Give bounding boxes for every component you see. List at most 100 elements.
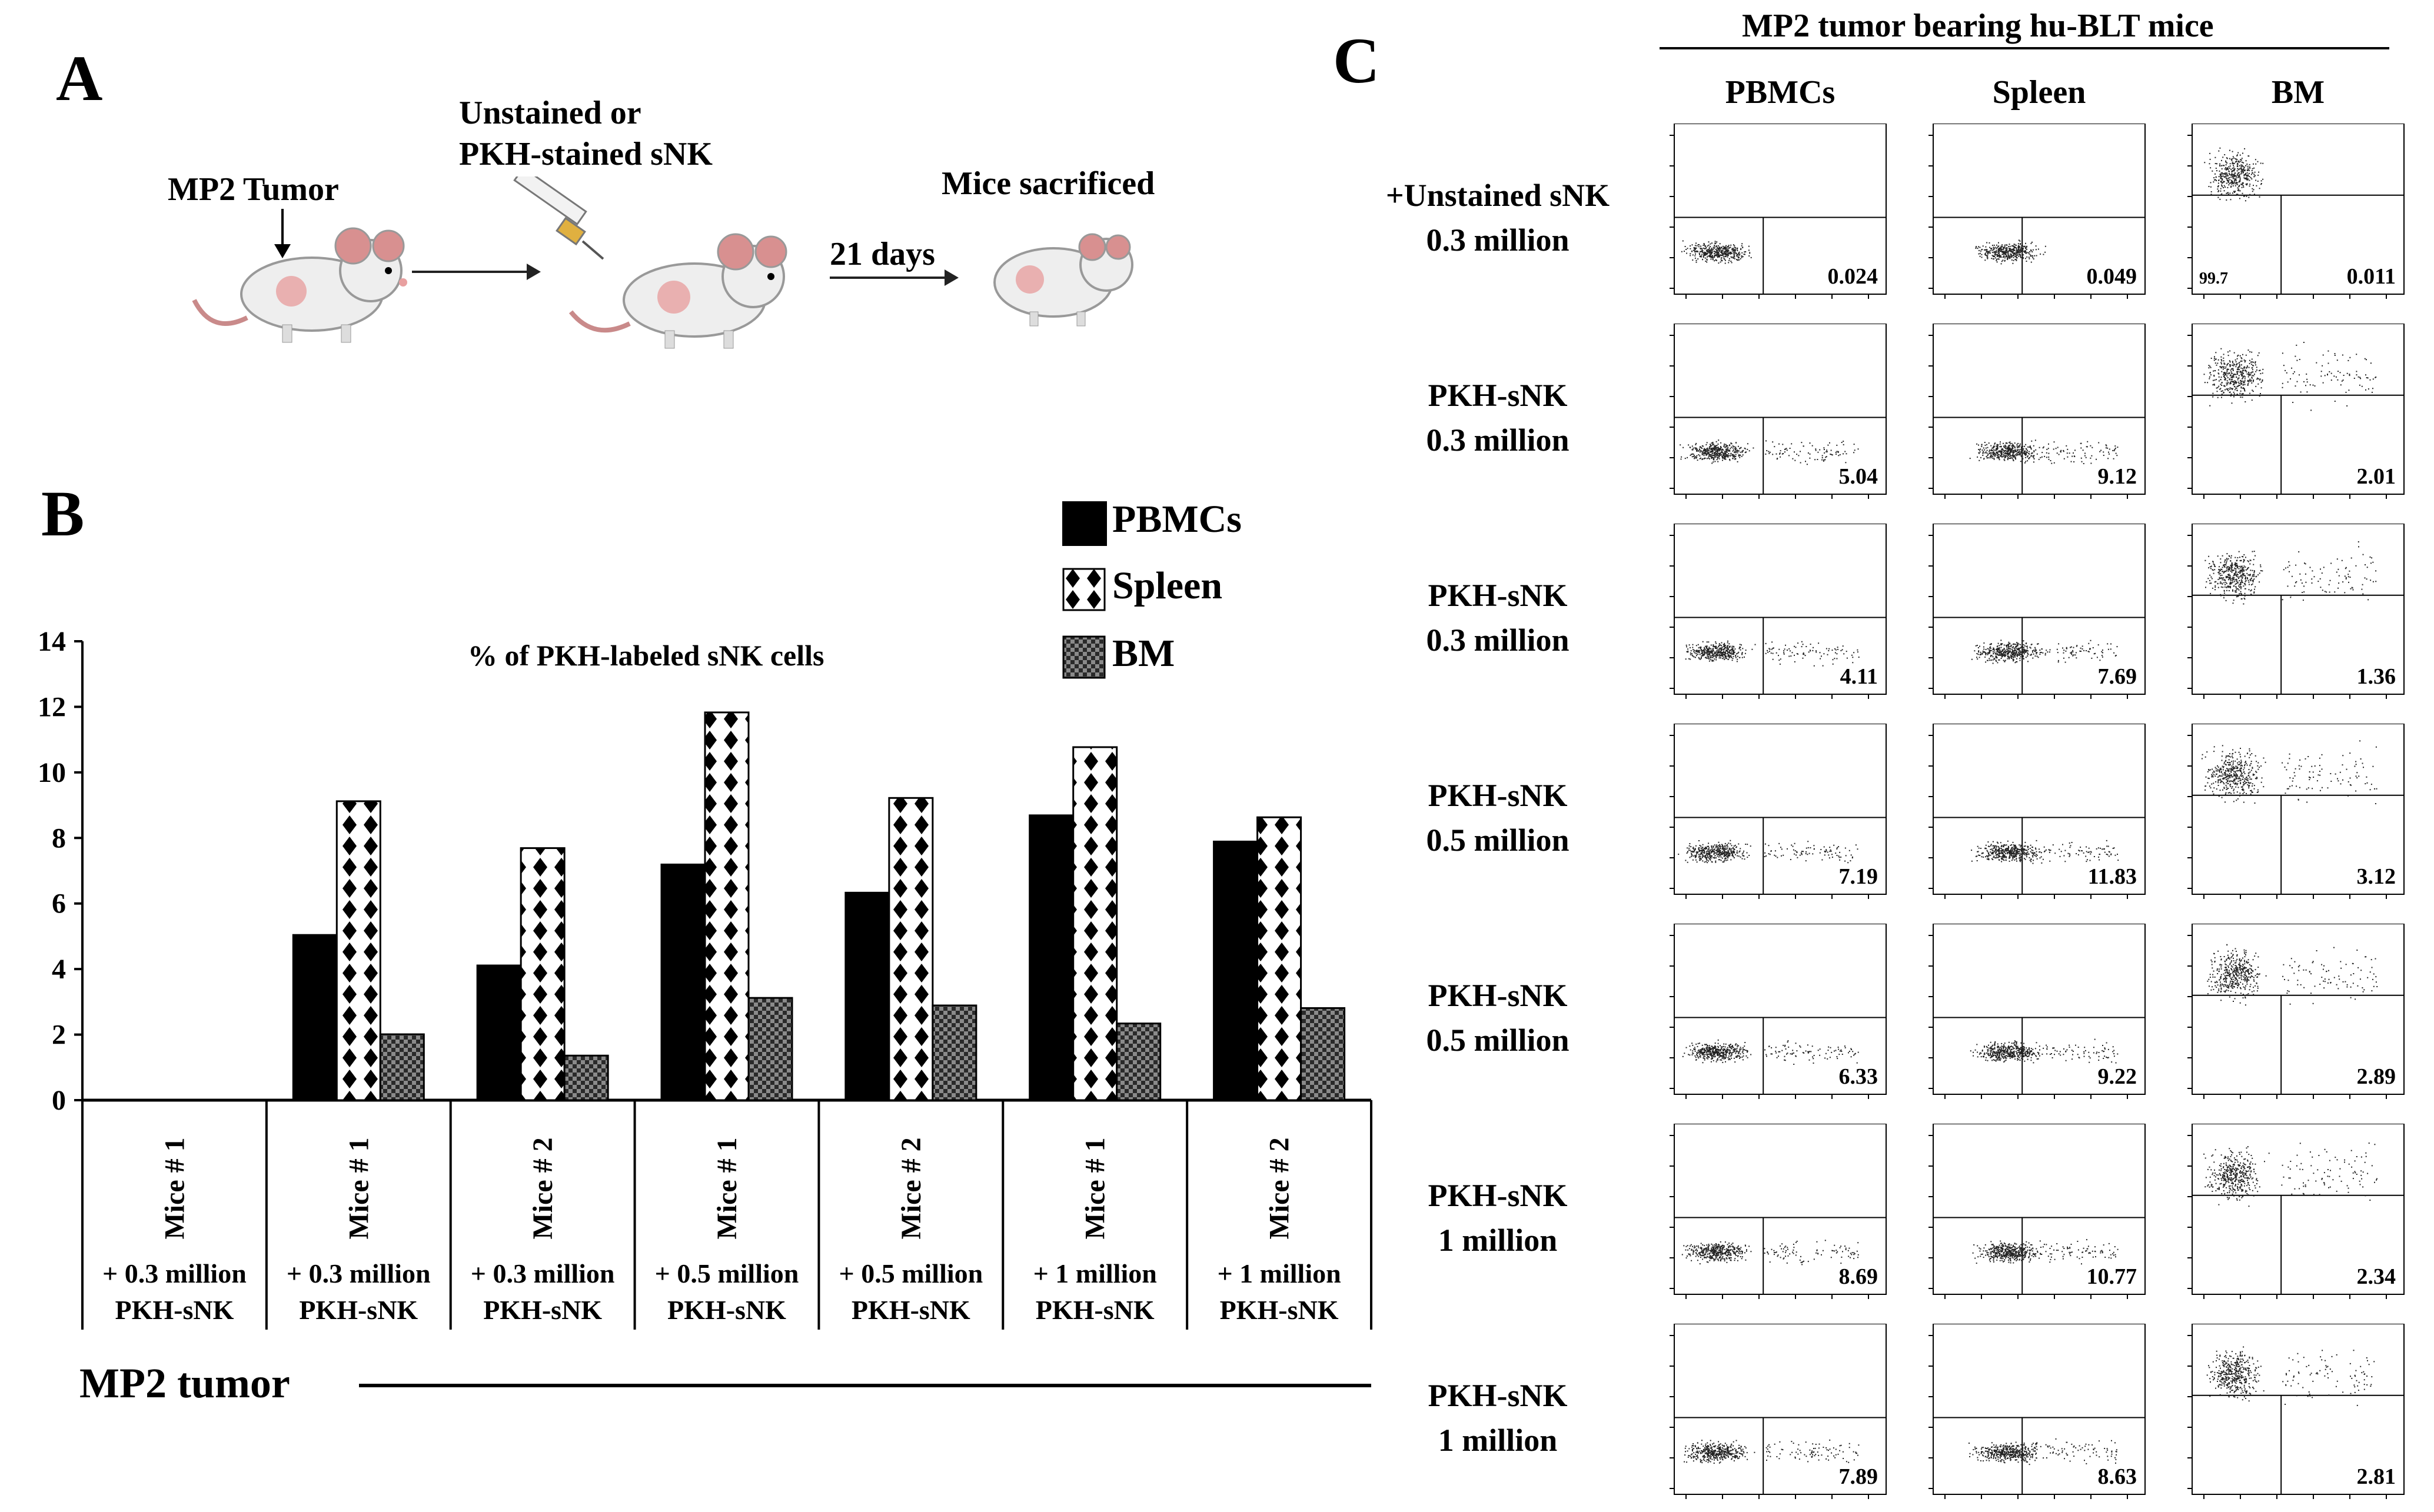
event-dots <box>1969 439 2119 464</box>
flow-plot-spleen: 7.69 <box>1928 524 2146 699</box>
x-category-mouse: Mice # 2 <box>1264 1137 1295 1239</box>
row-label-line2: 0.5 million <box>1426 1022 1570 1058</box>
plot-frame <box>1674 524 1887 695</box>
x-category-dose: + 1 million <box>1217 1258 1341 1288</box>
bar-spleen <box>1256 816 1302 1101</box>
flow-plot-spleen: 9.22 <box>1928 924 2146 1099</box>
flow-plot-bm: 0.011 99.7 <box>2187 124 2405 299</box>
flow-plot-pbmcs: 7.19 <box>1670 724 1887 899</box>
injection-label-line1: Unstained or <box>459 95 641 131</box>
gate-percentage: 0.011 <box>2347 264 2396 289</box>
mouse-illustration-3 <box>993 233 1133 327</box>
row-label-line1: PKH-sNK <box>1428 1378 1568 1413</box>
x-category-cells: PKH-sNK <box>1036 1295 1155 1325</box>
x-category-cells: PKH-sNK <box>852 1295 970 1325</box>
bar-spleen <box>704 711 750 1101</box>
x-category-cells: PKH-sNK <box>1220 1295 1339 1325</box>
legend-swatch-bm <box>1062 635 1106 679</box>
gate-percentage: 7.69 <box>2098 664 2137 689</box>
event-dots <box>1681 1240 1859 1265</box>
plot-frame <box>1933 524 2146 695</box>
row-label-line1: PKH-sNK <box>1428 978 1568 1013</box>
x-category-cells: PKH-sNK <box>299 1295 418 1325</box>
tumor-label: MP2 Tumor <box>168 171 339 208</box>
plot-frame <box>2192 724 2405 895</box>
event-dots <box>2204 147 2264 202</box>
flow-plot-bm: 2.89 <box>2187 924 2405 1099</box>
gate-percentage: 0.049 <box>2087 264 2137 289</box>
flow-plot-spleen: 11.83 <box>1928 724 2146 899</box>
flow-plot-pbmcs: 0.024 <box>1670 124 1887 299</box>
plot-frame <box>2192 124 2405 295</box>
row-label-line2: 1 million <box>1438 1422 1558 1458</box>
plot-frame <box>1933 924 2146 1095</box>
bar-bm <box>563 1054 609 1101</box>
legend-label-pbmcs: PBMCs <box>1112 498 1242 541</box>
row-label-line2: 1 million <box>1438 1222 1558 1258</box>
row-label-line1: PKH-sNK <box>1428 1178 1568 1213</box>
y-tick-label: 0 <box>52 1085 66 1116</box>
legend-swatch-spleen <box>1062 568 1106 611</box>
gate-percentage: 2.34 <box>2357 1264 2396 1289</box>
gate-percentage: 9.12 <box>2098 464 2137 489</box>
event-dots <box>2203 342 2377 411</box>
event-dots <box>1681 240 1752 264</box>
bar-bm <box>1300 1007 1346 1101</box>
x-category-mouse: Mice # 2 <box>896 1137 927 1239</box>
column-header-pbmcs: PBMCs <box>1725 74 1836 111</box>
row-label: PKH-sNK 0.3 million <box>1345 574 1651 662</box>
row-label-line2: 0.5 million <box>1426 822 1570 858</box>
event-dots <box>2201 740 2378 804</box>
gate-percentage: 7.89 <box>1839 1464 1878 1489</box>
panel-c-header-line <box>1660 47 2389 49</box>
row-label-line2: 0.3 million <box>1426 622 1570 658</box>
plot-frame <box>2192 1124 2405 1295</box>
row-label: PKH-sNK 1 million <box>1345 1174 1651 1263</box>
flow-plot-pbmcs: 7.89 <box>1670 1324 1887 1499</box>
x-category-dose: + 0.5 million <box>839 1258 983 1288</box>
plot-frame <box>1933 124 2146 295</box>
panel-b-label: B <box>41 478 85 549</box>
tumor-arrow-head <box>274 244 291 258</box>
flow-plot-spleen: 9.12 <box>1928 324 2146 499</box>
panel-c-label: C <box>1333 25 1380 96</box>
plot-frame <box>1933 1324 2146 1495</box>
gate-percentage: 4.11 <box>1840 664 1878 689</box>
arrow-1-head <box>527 264 541 280</box>
gate-percentage: 7.19 <box>1839 864 1878 889</box>
mouse-illustration-1 <box>192 227 407 343</box>
bar-bm <box>379 1033 425 1101</box>
flow-plot-spleen: 8.63 <box>1928 1324 2146 1499</box>
syringe-icon <box>513 176 604 260</box>
mp2-tumor-line <box>359 1384 1371 1387</box>
chart-title: % of PKH-labeled sNK cells <box>468 639 824 672</box>
event-dots <box>1682 1039 1859 1065</box>
flow-plot-spleen: 10.77 <box>1928 1124 2146 1299</box>
plot-frame <box>1674 324 1887 495</box>
bar-spleen <box>1072 746 1118 1101</box>
gate-percentage: 8.69 <box>1839 1264 1878 1289</box>
plot-frame <box>2192 924 2405 1095</box>
bar-spleen <box>520 847 566 1101</box>
event-dots <box>2203 1143 2378 1207</box>
row-label: PKH-sNK 0.5 million <box>1345 974 1651 1063</box>
column-header-bm: BM <box>2271 74 2325 111</box>
gate-percentage: 6.33 <box>1839 1064 1878 1089</box>
x-category-dose: + 0.5 million <box>655 1258 799 1288</box>
plot-frame <box>1674 924 1887 1095</box>
event-dots <box>1678 840 1858 864</box>
x-category-dose: + 0.3 million <box>471 1258 615 1288</box>
y-tick-label: 6 <box>52 888 66 920</box>
gate-percentage: 3.12 <box>2357 864 2396 889</box>
gate-percentage: 2.01 <box>2357 464 2396 489</box>
gate-percentage: 9.22 <box>2098 1064 2137 1089</box>
y-tick-label: 12 <box>38 691 66 722</box>
arrow-2-head <box>945 269 959 286</box>
row-label: PKH-sNK 1 million <box>1345 1374 1651 1463</box>
x-category-dose: + 0.3 million <box>102 1258 247 1288</box>
flow-plot-pbmcs: 5.04 <box>1670 324 1887 499</box>
x-category-dose: + 0.3 million <box>287 1258 431 1288</box>
gate-percentage: 11.83 <box>2088 864 2137 889</box>
flow-plot-pbmcs: 4.11 <box>1670 524 1887 699</box>
